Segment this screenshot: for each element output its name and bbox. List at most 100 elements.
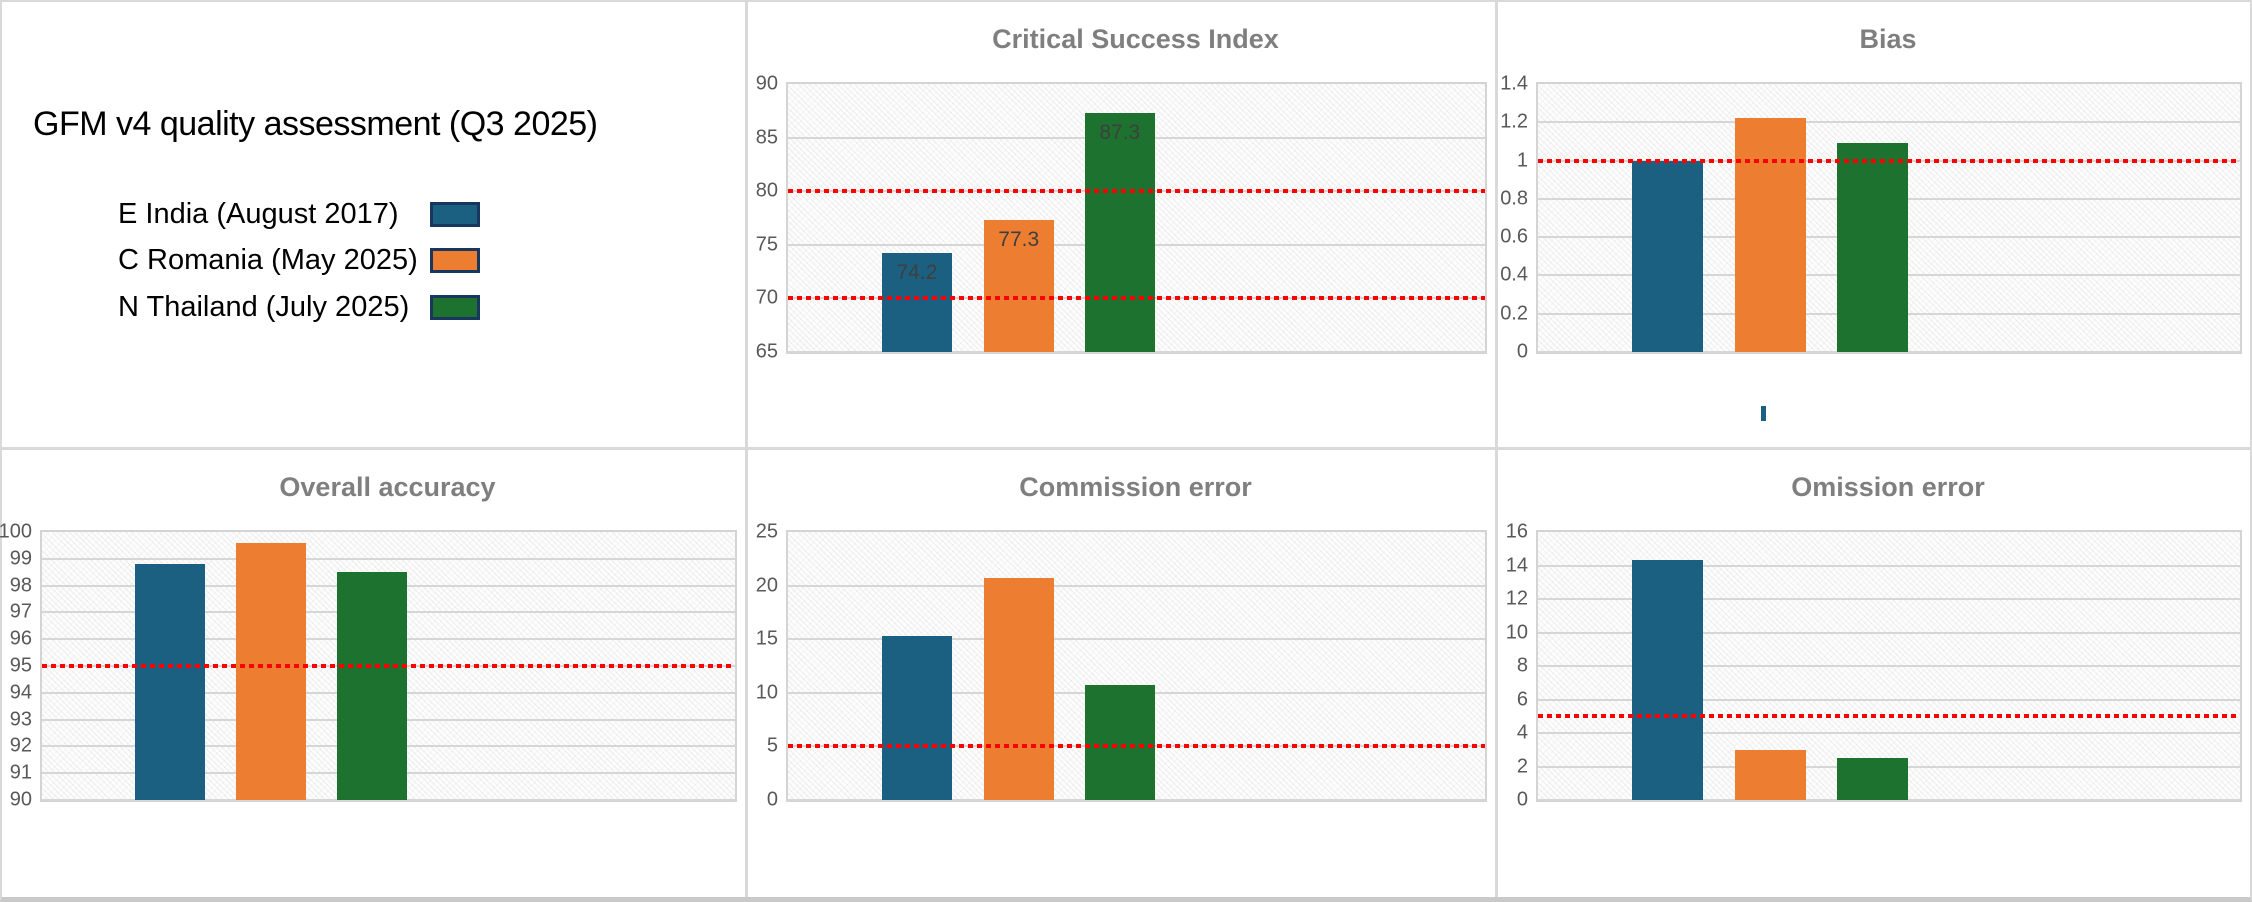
y-tick-label: 100 xyxy=(0,520,32,543)
chart-panel-critical-success-index: Critical Success Index 90 85 80 75 70 65 74.2 7… xyxy=(748,2,1498,450)
chart-panel-overall-accuracy: Overall accuracy 100 99 98 97 96 95 94 93 92 91 90 xyxy=(0,450,748,897)
chart-panel-bias: Bias 1.4 1.2 1 0.8 0.6 0.4 0.2 0 xyxy=(1498,2,2250,450)
plot-area-omission-error: 16 14 12 10 8 6 4 2 0 xyxy=(1506,521,2242,811)
threshold-line xyxy=(788,189,1485,194)
y-tick-label: 0.2 xyxy=(1500,302,1528,325)
y-tick-label: 65 xyxy=(755,340,778,363)
dashboard-title: GFM v4 quality assessment (Q3 2025) xyxy=(33,105,598,143)
bar-india xyxy=(881,635,953,800)
threshold-line xyxy=(42,664,735,668)
y-tick-label: 10 xyxy=(755,681,778,704)
bar-india xyxy=(1632,160,1704,352)
y-tick-label: 0 xyxy=(1516,340,1528,363)
bar-romania xyxy=(983,578,1054,800)
plot-area-critical-success-index: 90 85 80 75 70 65 74.2 77.3 87.3 xyxy=(756,73,1487,363)
gridline xyxy=(1538,732,2240,734)
gridline xyxy=(788,638,1485,641)
y-tick-label: 91 xyxy=(9,761,32,784)
y-tick-label: 8 xyxy=(1516,654,1528,677)
y-tick-label: 6 xyxy=(1516,688,1528,710)
bar-india xyxy=(881,253,953,352)
gridline xyxy=(1538,665,2240,667)
y-tick-label: 85 xyxy=(755,126,778,149)
bar-romania xyxy=(1734,749,1806,800)
bar-thailand xyxy=(1836,143,1908,352)
bar-data-label: 74.2 xyxy=(896,261,938,285)
gridline xyxy=(1538,799,2240,801)
bar-data-label: 87.3 xyxy=(1099,120,1141,144)
chart-panel-commission-error: Commission error 25 20 15 10 5 0 xyxy=(748,450,1498,897)
stray-blue-tick xyxy=(1761,406,1766,421)
y-tick-label: 0.4 xyxy=(1500,263,1528,286)
threshold-line xyxy=(788,296,1485,301)
y-tick-label: 2 xyxy=(1516,755,1528,777)
legend-label-india: E India (August 2017) xyxy=(118,198,399,230)
y-tick-label: 25 xyxy=(755,520,778,543)
y-tick-label: 0 xyxy=(1516,788,1528,811)
y-tick-label: 80 xyxy=(755,179,778,202)
y-tick-label: 96 xyxy=(9,627,32,650)
gridline xyxy=(788,584,1485,587)
chart-title-omission-error: Omission error xyxy=(1791,472,1985,502)
y-tick-label: 1 xyxy=(1516,149,1528,172)
bar-data-label: 77.3 xyxy=(998,228,1040,252)
gridline xyxy=(1538,631,2240,634)
y-tick-label: 90 xyxy=(9,788,32,811)
gridline xyxy=(42,799,735,801)
y-tick-label: 97 xyxy=(9,600,32,623)
chart-title-overall-accuracy: Overall accuracy xyxy=(279,472,496,502)
gridline xyxy=(1538,121,2240,124)
legend-swatch-romania xyxy=(430,248,480,273)
y-tick-label: 14 xyxy=(1505,554,1528,576)
y-tick-label: 0.6 xyxy=(1500,225,1528,248)
bar-thailand xyxy=(1084,685,1155,800)
bar-india xyxy=(135,564,206,800)
plot-area-overall-accuracy: 100 99 98 97 96 95 94 93 92 91 90 xyxy=(0,521,737,811)
bar-romania xyxy=(236,542,307,800)
legend-panel: GFM v4 quality assessment (Q3 2025) E In… xyxy=(2,2,748,450)
bar-india xyxy=(1632,560,1704,800)
bar-thailand xyxy=(1836,758,1908,800)
y-tick-label: 5 xyxy=(766,734,778,757)
bar-thailand xyxy=(1084,112,1155,352)
gridline xyxy=(1538,351,2240,353)
gridline xyxy=(1538,598,2240,600)
legend-label-thailand: N Thailand (July 2025) xyxy=(118,291,410,323)
y-tick-label: 1.4 xyxy=(1500,72,1528,95)
gridline xyxy=(42,557,735,560)
chart-title-bias: Bias xyxy=(1859,24,1917,54)
legend-label-romania: C Romania (May 2025) xyxy=(118,244,418,276)
legend-swatch-india xyxy=(430,202,480,227)
y-tick-label: 12 xyxy=(1505,587,1528,610)
y-tick-label: 16 xyxy=(1505,520,1528,543)
y-tick-label: 0 xyxy=(766,788,778,811)
gridline xyxy=(788,799,1485,801)
bar-romania xyxy=(983,220,1054,352)
y-tick-label: 95 xyxy=(9,654,32,677)
legend-item-romania: C Romania (May 2025) xyxy=(2,244,745,282)
plot-area-bias: 1.4 1.2 1 0.8 0.6 0.4 0.2 0 xyxy=(1500,73,2242,363)
y-tick-label: 70 xyxy=(755,286,778,309)
y-tick-label: 0.8 xyxy=(1500,187,1528,210)
threshold-line xyxy=(1538,714,2240,719)
gridline xyxy=(1538,564,2240,567)
bar-thailand xyxy=(336,572,407,800)
legend-swatch-thailand xyxy=(430,295,480,320)
y-tick-label: 90 xyxy=(755,72,778,95)
y-tick-label: 93 xyxy=(9,708,32,731)
plot-area-commission-error: 25 20 15 10 5 0 xyxy=(756,521,1487,811)
bar-romania xyxy=(1734,118,1806,352)
chart-panel-omission-error: Omission error 16 14 12 10 8 6 4 2 0 xyxy=(1498,450,2250,897)
y-tick-label: 98 xyxy=(9,574,32,597)
chart-title-commission-error: Commission error xyxy=(1019,472,1252,502)
y-tick-label: 99 xyxy=(9,547,32,570)
y-tick-label: 92 xyxy=(9,734,32,757)
chart-title-critical-success-index: Critical Success Index xyxy=(992,24,1279,54)
gridline xyxy=(788,351,1485,353)
y-tick-label: 15 xyxy=(755,627,778,650)
y-tick-label: 94 xyxy=(9,681,32,704)
y-tick-label: 75 xyxy=(755,233,778,256)
threshold-line xyxy=(788,744,1485,749)
y-tick-label: 1.2 xyxy=(1500,110,1528,133)
